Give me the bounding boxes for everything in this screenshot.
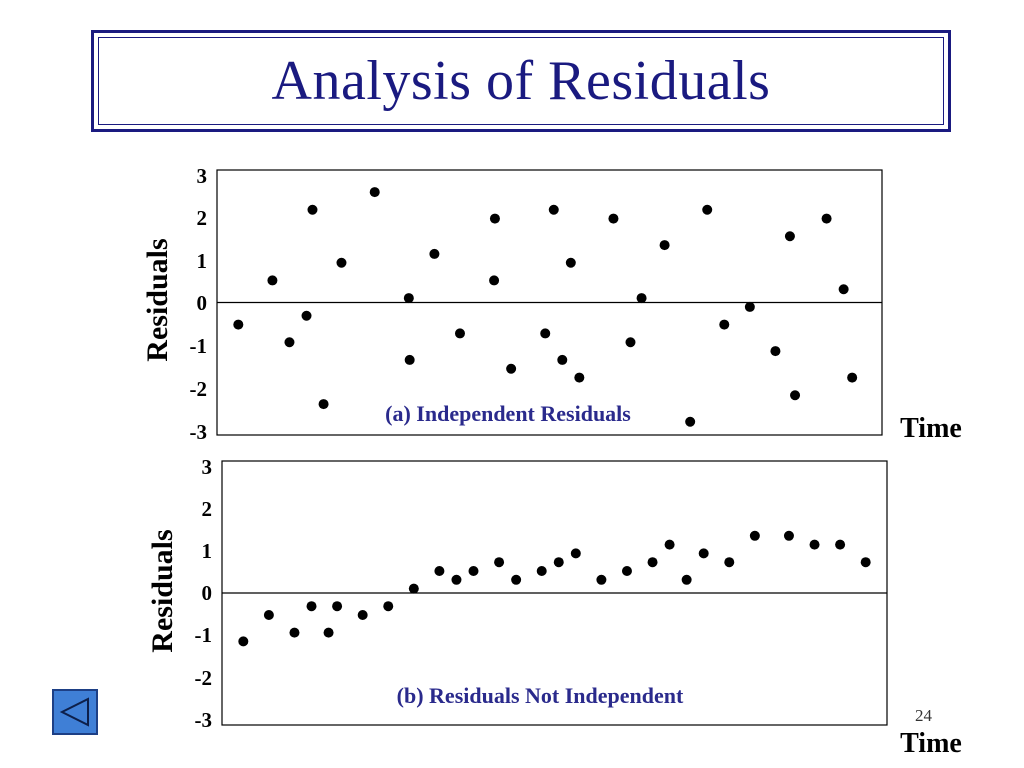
- data-point: [838, 284, 849, 295]
- data-point: [664, 539, 675, 550]
- data-point: [403, 293, 414, 304]
- page-number: 24: [915, 706, 932, 725]
- data-point: [284, 337, 295, 348]
- data-point: [548, 204, 559, 215]
- data-point: [323, 627, 334, 638]
- data-point: [511, 574, 522, 585]
- data-point: [702, 204, 713, 215]
- data-point: [369, 187, 380, 198]
- data-point: [835, 539, 846, 550]
- x-axis-label: Time: [900, 728, 962, 759]
- data-point: [383, 601, 394, 612]
- data-point: [238, 636, 249, 647]
- data-point: [306, 601, 317, 612]
- data-point: [489, 213, 500, 224]
- data-point: [408, 583, 419, 594]
- data-point: [608, 213, 619, 224]
- data-point: [570, 548, 581, 559]
- x-axis-label: Time: [900, 413, 962, 444]
- y-tick-label: -1: [195, 623, 213, 647]
- data-point: [263, 610, 274, 620]
- data-point: [596, 574, 607, 585]
- data-point: [821, 213, 832, 224]
- data-point: [267, 275, 278, 286]
- y-tick-label: 1: [197, 249, 208, 273]
- data-point: [468, 566, 479, 576]
- back-nav-button[interactable]: [52, 689, 98, 735]
- data-point: [749, 530, 760, 541]
- y-tick-label: -1: [190, 334, 208, 358]
- data-point: [698, 548, 709, 559]
- y-tick-label: 2: [202, 497, 213, 521]
- data-point: [434, 566, 445, 576]
- y-tick-label: 1: [202, 539, 213, 563]
- data-point: [770, 346, 781, 357]
- data-point: [540, 328, 551, 339]
- data-point: [404, 354, 415, 365]
- data-point: [790, 390, 801, 401]
- y-tick-label: 0: [202, 581, 213, 605]
- data-point: [647, 557, 658, 568]
- y-axis-label: Residuals: [141, 238, 174, 361]
- y-tick-label: 2: [197, 206, 208, 230]
- y-axis-label: Residuals: [146, 529, 179, 652]
- data-point: [536, 566, 547, 576]
- data-point: [429, 248, 440, 259]
- data-point: [847, 372, 858, 383]
- title-inner-border: Analysis of Residuals: [98, 37, 944, 125]
- data-point: [860, 557, 871, 568]
- data-point: [636, 293, 647, 304]
- data-point: [659, 240, 670, 251]
- data-point: [681, 574, 692, 585]
- data-point: [489, 275, 500, 286]
- data-point: [506, 363, 517, 374]
- data-point: [553, 557, 564, 568]
- data-point: [451, 574, 462, 585]
- data-point: [357, 610, 368, 620]
- y-tick-label: 3: [202, 455, 213, 479]
- title-frame: Analysis of Residuals: [91, 30, 951, 132]
- data-point: [724, 557, 735, 568]
- data-point: [494, 557, 505, 568]
- y-tick-label: 3: [197, 164, 208, 188]
- data-point: [784, 231, 795, 242]
- data-point: [557, 354, 568, 365]
- data-point: [318, 399, 329, 410]
- data-point: [336, 257, 347, 268]
- data-point: [744, 301, 755, 312]
- data-point: [301, 310, 312, 321]
- y-tick-label: -2: [195, 666, 213, 690]
- data-point: [719, 319, 730, 330]
- y-tick-label: -2: [190, 377, 208, 401]
- y-tick-label: 0: [197, 291, 208, 315]
- back-arrow-icon: [59, 697, 89, 727]
- chart-caption-a: (a) Independent Residuals: [385, 401, 631, 426]
- data-point: [685, 416, 696, 427]
- data-point: [621, 566, 632, 576]
- data-point: [332, 601, 343, 612]
- data-point: [233, 319, 244, 330]
- data-point: [625, 337, 636, 348]
- data-point: [565, 257, 576, 268]
- chart-caption-b: (b) Residuals Not Independent: [397, 683, 684, 708]
- data-point: [783, 530, 794, 541]
- y-tick-label: -3: [195, 708, 213, 732]
- data-point: [307, 204, 318, 215]
- data-point: [289, 627, 300, 638]
- slide-title: Analysis of Residuals: [271, 50, 771, 112]
- data-point: [809, 539, 820, 550]
- y-tick-label: -3: [190, 420, 208, 444]
- data-point: [574, 372, 585, 383]
- data-point: [454, 328, 465, 339]
